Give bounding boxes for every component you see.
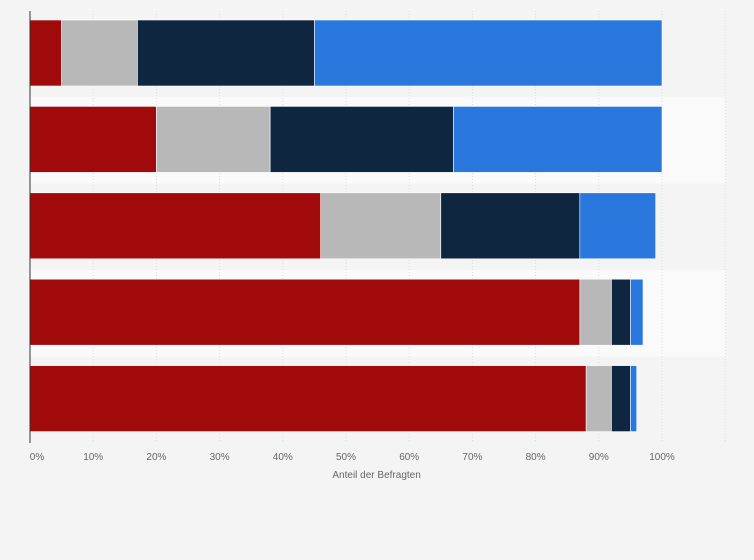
bar-segment <box>314 19 663 87</box>
x-tick-label: 80% <box>526 452 546 463</box>
bar-segment <box>137 19 315 87</box>
x-tick-label: 0% <box>30 452 45 463</box>
x-tick-label: 60% <box>399 452 419 463</box>
x-tick-label: 70% <box>462 452 482 463</box>
bar-segment <box>579 278 612 346</box>
bar-segment <box>611 365 631 432</box>
x-axis-title: Anteil der Befragten <box>332 470 420 481</box>
x-tick-label: 20% <box>146 452 166 463</box>
x-tick-label: 100% <box>649 452 675 463</box>
bar-segment <box>29 365 587 432</box>
x-tick-labels: 0% 10% 20% 30% 40% 50% 60% 70% 80% 90% 100% <box>30 452 675 463</box>
x-tick-label: 40% <box>273 452 293 463</box>
bar-segment <box>29 192 322 260</box>
x-tick-label: 90% <box>589 452 609 463</box>
bar-segment <box>585 365 612 432</box>
bars <box>29 19 663 432</box>
bar-segment <box>453 106 663 173</box>
bar-segment <box>29 106 157 173</box>
bar-segment <box>29 19 62 87</box>
bar-segment <box>320 192 442 260</box>
bar-segment <box>269 106 454 173</box>
x-tick-label: 30% <box>210 452 230 463</box>
bar-segment <box>579 192 656 260</box>
bar-segment <box>156 106 271 173</box>
bar-segment <box>29 278 581 346</box>
x-tick-label: 10% <box>83 452 103 463</box>
x-tick-label: 50% <box>336 452 356 463</box>
bar-segment <box>611 278 631 346</box>
bar-segment <box>61 19 138 87</box>
bar-segment <box>630 365 638 432</box>
bar-segment <box>440 192 581 260</box>
bar-segment <box>630 278 644 346</box>
